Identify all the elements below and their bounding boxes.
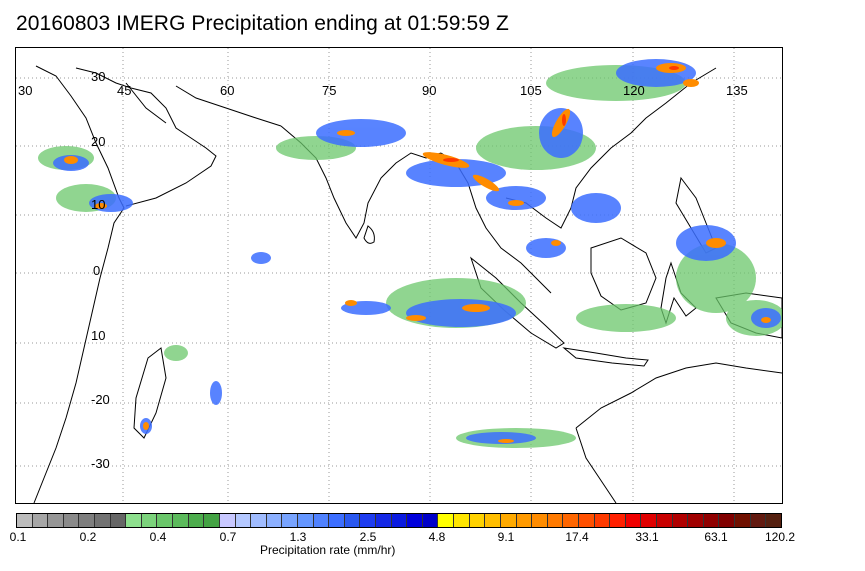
colorbar-tick-label: 2.5 — [359, 530, 377, 544]
lat-label: 20 — [91, 134, 106, 149]
colorbar-tick-label: 33.1 — [635, 530, 659, 544]
colorbar-cell — [578, 514, 595, 527]
lon-label: 60 — [220, 83, 235, 98]
colorbar-cell — [454, 514, 470, 527]
colorbar-cell — [735, 514, 751, 527]
colorbar-cell — [95, 514, 111, 527]
colorbar-cell — [282, 514, 298, 527]
colorbar-cell — [563, 514, 579, 527]
colorbar-cell — [516, 514, 533, 527]
colorbar-tick-label: 0.2 — [79, 530, 97, 544]
colorbar-cell — [329, 514, 345, 527]
colorbar-cell — [48, 514, 64, 527]
colorbar-cell — [422, 514, 439, 527]
colorbar-tick-label: 0.7 — [219, 530, 237, 544]
map-canvas — [16, 48, 782, 503]
colorbar-cell — [251, 514, 267, 527]
colorbar-cell — [157, 514, 174, 527]
colorbar-tick-label: 120.2 — [764, 530, 796, 544]
colorbar-cell — [173, 514, 189, 527]
colorbar-tick-label: 17.4 — [565, 530, 589, 544]
lat-label: 30 — [91, 69, 106, 84]
colorbar-cell — [500, 514, 517, 527]
colorbar-cell — [313, 514, 330, 527]
precipitation-field — [38, 59, 782, 448]
colorbar-cell — [485, 514, 501, 527]
colorbar-cell — [625, 514, 642, 527]
colorbar-cell — [266, 514, 283, 527]
colorbar-tick-label: 63.1 — [704, 530, 728, 544]
colorbar-cell — [391, 514, 408, 527]
colorbar-tick-label: 9.1 — [497, 530, 515, 544]
colorbar-cell — [766, 514, 781, 527]
colorbar-cell — [297, 514, 314, 527]
lon-label: 90 — [422, 83, 437, 98]
colorbar-cell — [344, 514, 361, 527]
colorbar-tick-label: 1.3 — [289, 530, 307, 544]
colorbar-cell — [17, 514, 33, 527]
map-title: 20160803 IMERG Precipitation ending at 0… — [16, 12, 509, 35]
colorbar-cell — [703, 514, 720, 527]
colorbar-cell — [641, 514, 657, 527]
colorbar-cell — [594, 514, 611, 527]
colorbar-cell — [469, 514, 486, 527]
colorbar-cell — [719, 514, 736, 527]
colorbar — [16, 513, 782, 528]
colorbar-cell — [407, 514, 423, 527]
colorbar-cell — [610, 514, 626, 527]
lat-label: 10 — [91, 197, 106, 212]
lat-label: -30 — [91, 456, 110, 471]
colorbar-cell — [672, 514, 689, 527]
lat-label: -20 — [91, 392, 110, 407]
lat-label: 10 — [91, 328, 106, 343]
colorbar-cell — [32, 514, 49, 527]
coastlines — [33, 65, 782, 503]
colorbar-cell — [750, 514, 767, 527]
colorbar-tick-label: 4.8 — [428, 530, 446, 544]
colorbar-cell — [126, 514, 142, 527]
colorbar-tick-label: 0.4 — [149, 530, 167, 544]
colorbar-cell — [110, 514, 127, 527]
colorbar-cell — [688, 514, 704, 527]
lon-label: 135 — [726, 83, 748, 98]
colorbar-tick-label: 0.1 — [9, 530, 27, 544]
lon-label: 45 — [117, 83, 132, 98]
colorbar-cell — [656, 514, 673, 527]
lon-label: 105 — [520, 83, 542, 98]
colorbar-cell — [188, 514, 205, 527]
lat-label: 0 — [93, 263, 101, 278]
colorbar-cell — [141, 514, 158, 527]
lon-label: 75 — [322, 83, 337, 98]
colorbar-cell — [219, 514, 236, 527]
colorbar-cell — [360, 514, 377, 527]
colorbar-cell — [204, 514, 220, 527]
precipitation-map: 30 45 60 75 90 105 120 135 30 20 10 0 10… — [15, 47, 783, 504]
colorbar-label: Precipitation rate (mm/hr) — [260, 543, 396, 557]
lon-label: 120 — [623, 83, 645, 98]
colorbar-cell — [438, 514, 455, 527]
colorbar-cell — [547, 514, 564, 527]
colorbar-cell — [235, 514, 252, 527]
colorbar-cell — [63, 514, 80, 527]
lon-label: 30 — [18, 83, 33, 98]
colorbar-cell — [532, 514, 548, 527]
colorbar-cell — [79, 514, 96, 527]
colorbar-cell — [376, 514, 392, 527]
